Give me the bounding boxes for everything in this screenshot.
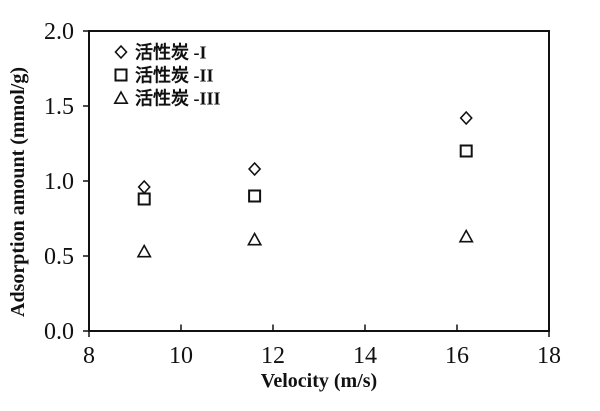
- legend-triangle-icon: [113, 90, 129, 104]
- y-tick-label: 0.5: [44, 244, 74, 270]
- x-tick-label: 10: [169, 343, 193, 369]
- legend-diamond-icon: [114, 44, 128, 60]
- data-point-triangle-icon: [136, 243, 152, 258]
- data-point-square-icon: [459, 144, 473, 158]
- legend-item-label: 活性炭 -II: [135, 65, 214, 86]
- y-axis-ticks: [83, 30, 89, 332]
- x-axis-title: Velocity (m/s): [261, 370, 377, 392]
- x-tick-label: 14: [353, 343, 377, 369]
- data-point-diamond-icon: [459, 110, 473, 126]
- y-axis-tick-labels: 0.0 0.5 1.0 1.5 2.0: [44, 19, 74, 345]
- data-point-diamond-icon: [248, 161, 262, 177]
- y-tick-label: 0.0: [44, 319, 74, 345]
- x-tick-label: 18: [537, 343, 561, 369]
- y-tick-label: 2.0: [44, 19, 74, 45]
- data-points: [136, 110, 474, 258]
- legend-item-label: 活性炭 -III: [135, 88, 221, 109]
- x-tick-label: 8: [83, 343, 95, 369]
- data-point-square-icon: [248, 189, 262, 203]
- data-point-triangle-icon: [458, 228, 474, 243]
- data-point-triangle-icon: [247, 231, 263, 246]
- x-axis-tick-labels: 8 10 12 14 16 18: [83, 343, 561, 369]
- y-tick-label: 1.0: [44, 169, 74, 195]
- x-tick-label: 16: [445, 343, 469, 369]
- legend-item-label: 活性炭 -I: [135, 42, 207, 63]
- data-point-square-icon: [137, 192, 151, 206]
- y-axis-title: Adsorption amount (mmol/g): [7, 67, 29, 317]
- x-tick-label: 12: [261, 343, 285, 369]
- legend-square-icon: [114, 68, 128, 82]
- data-point-diamond-icon: [137, 179, 151, 195]
- y-tick-label: 1.5: [44, 94, 74, 120]
- x-axis-ticks: [88, 324, 550, 337]
